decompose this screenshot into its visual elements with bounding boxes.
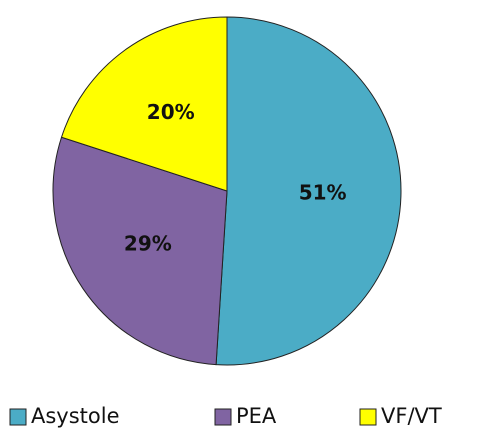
pie-slice [60, 16, 228, 192]
legend-label: Asystole [31, 404, 120, 428]
pie-slice [52, 136, 228, 366]
legend-swatch [214, 408, 232, 426]
legend-swatch [9, 408, 27, 426]
pie-slice [215, 16, 402, 366]
data-label: 51% [299, 181, 347, 205]
data-label: 20% [147, 100, 195, 124]
legend-swatch [359, 408, 377, 426]
data-label: 29% [124, 231, 172, 255]
legend-label: PEA [236, 404, 277, 428]
legend-label: VF/VT [381, 404, 442, 428]
